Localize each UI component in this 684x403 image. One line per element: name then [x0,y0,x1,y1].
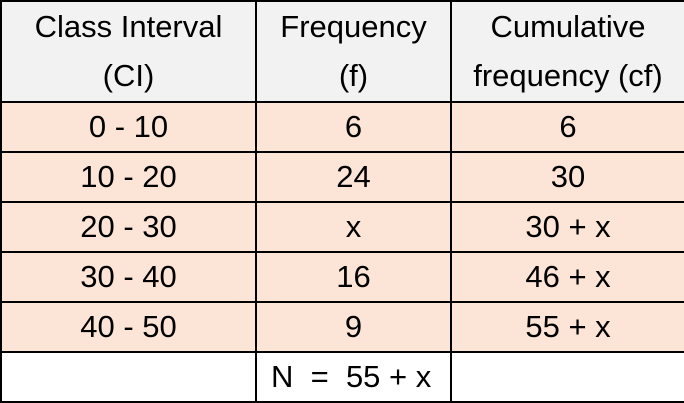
total-empty-cell [450,351,684,403]
total-n-cell: N = 55 + x [255,351,452,403]
header-row: Class Interval (CI) Frequency (f) Cumula… [0,0,684,103]
class-interval-cell: 0 - 10 [0,100,257,154]
cumulative-frequency-cell: 46 + x [450,251,684,304]
table-row: 30 - 40 16 46 + x [0,251,684,304]
total-row: N = 55 + x [0,351,684,403]
header-class-interval-line1: Class Interval [34,9,223,45]
cumulative-frequency-cell: 6 [450,100,684,154]
table-row: 10 - 20 24 30 [0,151,684,204]
cumulative-frequency-cell: 55 + x [450,301,684,354]
cumulative-frequency-cell: 30 + x [450,201,684,254]
class-interval-cell: 40 - 50 [0,301,257,354]
class-interval-cell: 10 - 20 [0,151,257,204]
frequency-cell: 24 [255,151,452,204]
frequency-cell: 9 [255,301,452,354]
total-empty-cell [0,351,257,403]
header-class-interval: Class Interval (CI) [0,0,257,103]
header-cumulative-line2: frequency (cf) [473,57,663,93]
header-class-interval-line2: (CI) [102,57,155,93]
class-interval-cell: 30 - 40 [0,251,257,304]
header-frequency-line1: Frequency [280,9,427,45]
frequency-cell: 16 [255,251,452,304]
header-frequency: Frequency (f) [255,0,452,103]
table-row: 40 - 50 9 55 + x [0,301,684,354]
header-frequency-line2: (f) [338,57,369,93]
frequency-cell: 6 [255,100,452,154]
table-row: 0 - 10 6 6 [0,100,684,154]
class-interval-cell: 20 - 30 [0,201,257,254]
cumulative-frequency-cell: 30 [450,151,684,204]
table-row: 20 - 30 x 30 + x [0,201,684,254]
header-cumulative-line1: Cumulative [490,9,646,45]
header-cumulative-frequency: Cumulative frequency (cf) [450,0,684,103]
frequency-cell: x [255,201,452,254]
